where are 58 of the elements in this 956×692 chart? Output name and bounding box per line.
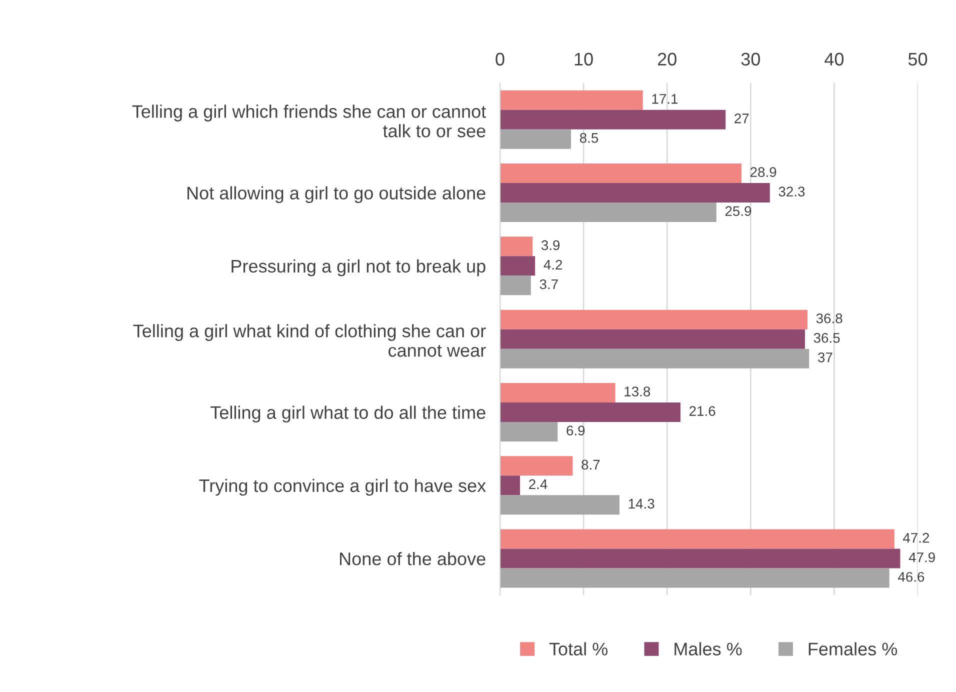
bar [500, 476, 520, 496]
data-label: 13.8 [624, 386, 650, 396]
bar [500, 202, 716, 222]
bar [500, 548, 900, 568]
data-label: 4.2 [544, 260, 562, 270]
bar [500, 329, 805, 349]
bar [500, 568, 890, 588]
y-tick-label: None of the above [340, 552, 486, 566]
bar [500, 456, 573, 476]
data-label: 2.4 [529, 479, 548, 489]
data-label: 36.8 [816, 313, 842, 324]
y-tick-label: Telling a girl what to do all the time [210, 406, 486, 423]
bar [500, 164, 742, 184]
y-tick-label: Not allowing a girl to go outside alone [187, 186, 486, 204]
legend-label: Females % [808, 642, 898, 656]
data-label: 14.3 [628, 498, 654, 509]
bar [500, 183, 770, 203]
data-label: 37 [818, 352, 832, 362]
legend-label: Males % [674, 642, 742, 656]
data-label: 32.3 [778, 186, 805, 196]
data-label: 46.6 [898, 572, 924, 582]
data-label: 8.7 [582, 460, 600, 470]
data-label: 3.9 [541, 240, 560, 250]
data-label: 17.1 [652, 94, 678, 104]
bar [500, 256, 536, 276]
bar [500, 129, 572, 149]
data-label: 3.7 [540, 279, 558, 290]
data-label: 21.6 [690, 406, 716, 416]
x-tick-label: 10 [574, 52, 593, 66]
x-tick-label: 30 [741, 52, 760, 66]
bar [500, 236, 533, 256]
bar [500, 529, 894, 549]
bar [500, 495, 620, 515]
data-label: 47.9 [908, 552, 935, 562]
data-label: 47.2 [903, 532, 930, 543]
legend-label: Total % [549, 642, 608, 656]
data-label: 27 [734, 114, 749, 124]
y-tick-label: Telling a girl which friends she can or cannot talk to or see [132, 104, 486, 138]
y-tick-label: Pressuring a girl not to break up [232, 259, 486, 276]
data-label: 28.9 [750, 167, 776, 177]
y-tick-label: Telling a girl what kind of clothing she can or cannot wear [133, 324, 486, 357]
x-tick-label: 40 [824, 52, 844, 66]
y-tick-label: Trying to convince a girl to have sex [199, 478, 486, 496]
x-tick-label: 50 [908, 52, 928, 66]
bar [500, 348, 810, 368]
bar [500, 382, 616, 402]
bar [500, 90, 643, 110]
data-label: 25.9 [725, 206, 752, 216]
bar [500, 110, 726, 130]
x-tick-label: 20 [658, 52, 676, 66]
bar [500, 310, 808, 330]
data-label: 36.5 [814, 332, 840, 343]
data-label: 6.9 [566, 426, 585, 436]
bar [500, 276, 531, 296]
data-label: 8.5 [580, 133, 598, 143]
x-tick-label: 0 [496, 52, 504, 66]
bar [500, 422, 558, 442]
bar [500, 402, 680, 422]
